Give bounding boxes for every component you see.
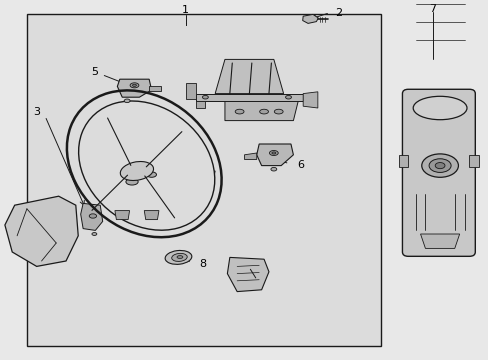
Polygon shape <box>81 203 102 230</box>
FancyBboxPatch shape <box>402 89 474 256</box>
Ellipse shape <box>165 251 191 264</box>
Text: 2: 2 <box>334 8 342 18</box>
Ellipse shape <box>171 253 187 261</box>
Polygon shape <box>303 92 317 108</box>
Polygon shape <box>227 257 268 292</box>
Ellipse shape <box>120 162 153 180</box>
Ellipse shape <box>177 256 183 258</box>
Text: 6: 6 <box>297 159 304 170</box>
Ellipse shape <box>124 99 130 103</box>
Polygon shape <box>256 144 293 166</box>
Text: 5: 5 <box>91 67 98 77</box>
Polygon shape <box>398 155 407 167</box>
Ellipse shape <box>132 84 136 86</box>
Ellipse shape <box>434 163 444 169</box>
Ellipse shape <box>428 159 450 172</box>
Ellipse shape <box>270 167 276 171</box>
Ellipse shape <box>92 233 97 235</box>
Polygon shape <box>149 86 161 91</box>
Polygon shape <box>107 162 176 207</box>
Polygon shape <box>224 101 298 121</box>
Polygon shape <box>244 153 256 159</box>
Bar <box>27 14 381 346</box>
Ellipse shape <box>274 109 283 114</box>
Text: 4: 4 <box>162 180 168 190</box>
Polygon shape <box>420 234 459 248</box>
Ellipse shape <box>79 101 214 230</box>
Ellipse shape <box>285 95 291 99</box>
Text: 1: 1 <box>182 5 189 15</box>
Ellipse shape <box>271 152 275 154</box>
Polygon shape <box>171 171 215 193</box>
Polygon shape <box>468 155 478 167</box>
Polygon shape <box>144 211 159 220</box>
Ellipse shape <box>202 95 208 99</box>
Ellipse shape <box>269 150 278 156</box>
Text: 8: 8 <box>199 258 206 269</box>
Text: 7: 7 <box>428 4 435 14</box>
Ellipse shape <box>235 109 244 114</box>
Text: 9: 9 <box>255 275 262 285</box>
Polygon shape <box>5 196 78 266</box>
Polygon shape <box>185 83 195 99</box>
Ellipse shape <box>412 96 466 120</box>
Polygon shape <box>302 14 318 23</box>
Ellipse shape <box>125 179 138 185</box>
Polygon shape <box>195 94 303 101</box>
Ellipse shape <box>130 83 139 88</box>
Polygon shape <box>215 59 283 94</box>
Polygon shape <box>195 101 205 108</box>
Ellipse shape <box>259 109 268 114</box>
Polygon shape <box>117 79 151 97</box>
Text: 3: 3 <box>33 107 40 117</box>
Ellipse shape <box>146 172 156 177</box>
Ellipse shape <box>421 154 458 177</box>
Polygon shape <box>115 211 129 220</box>
Ellipse shape <box>89 214 97 218</box>
